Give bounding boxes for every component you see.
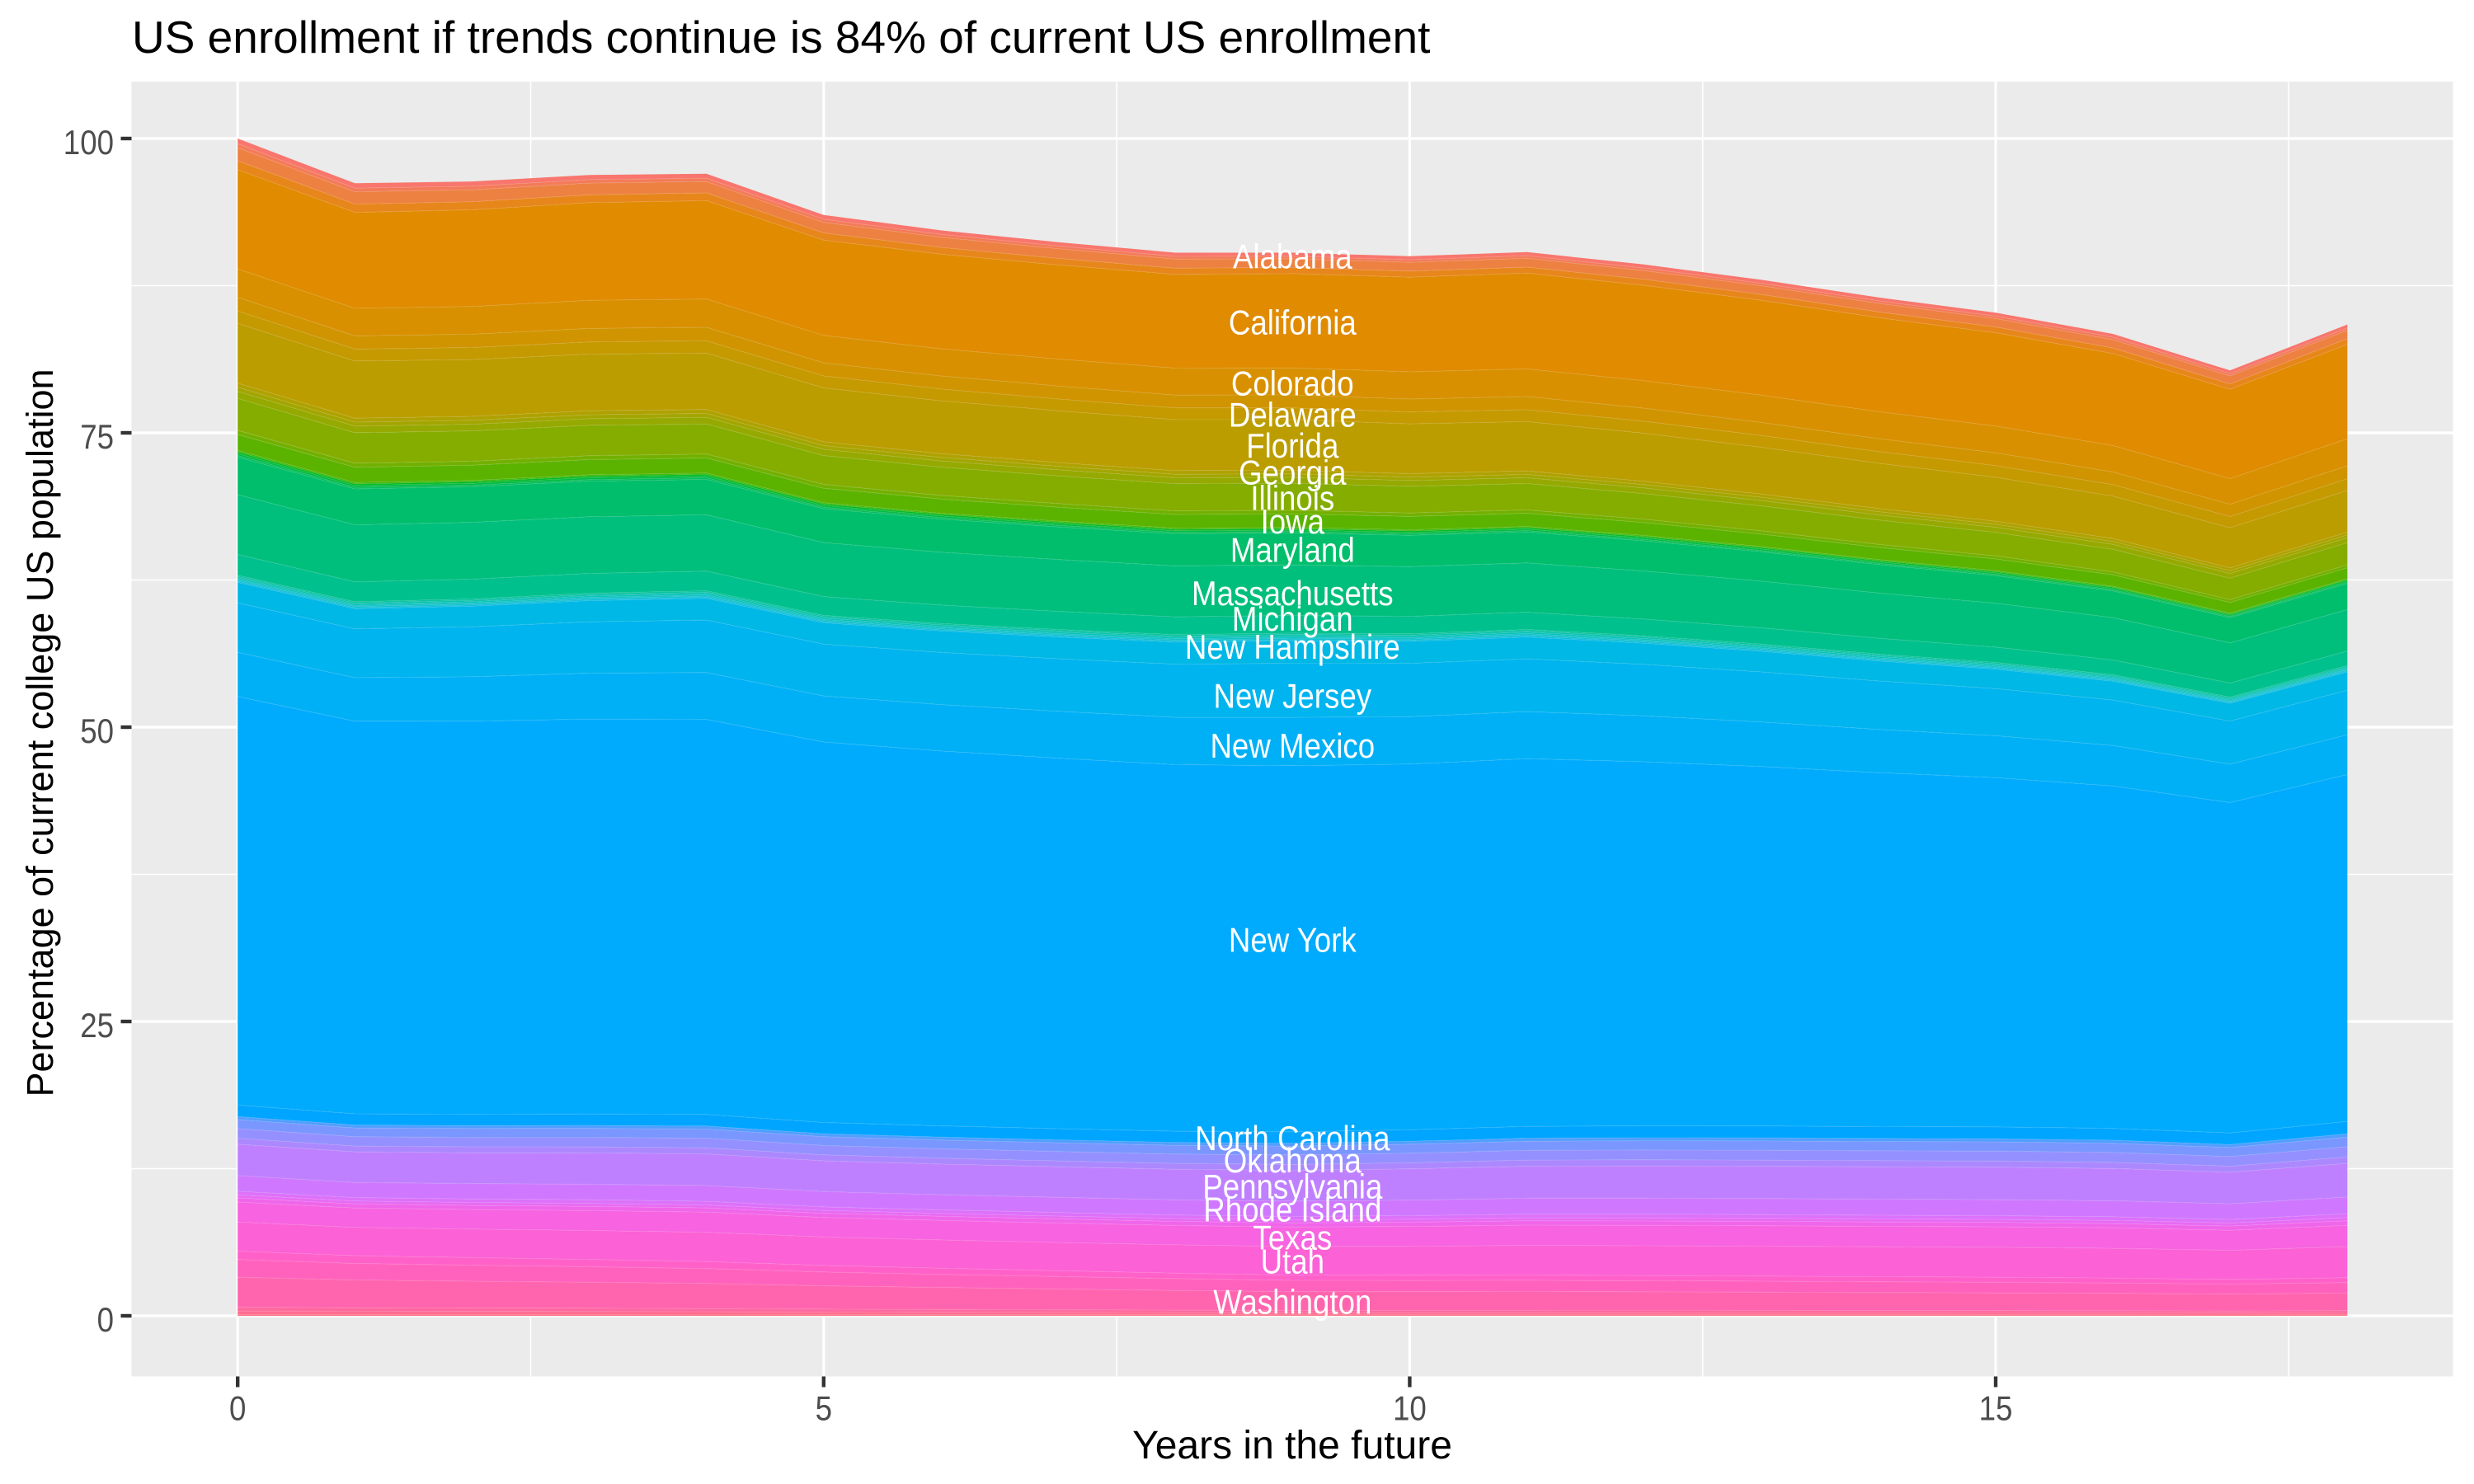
svg-text:Percentage of current college: Percentage of current college US populat…	[19, 369, 61, 1097]
svg-text:0: 0	[97, 1300, 114, 1339]
svg-text:Massachusetts: Massachusetts	[1192, 574, 1394, 613]
svg-text:100: 100	[63, 123, 114, 162]
svg-text:US enrollment if trends contin: US enrollment if trends continue is 84% …	[132, 12, 1430, 63]
svg-text:Texas: Texas	[1253, 1219, 1332, 1257]
svg-text:Iowa: Iowa	[1261, 502, 1325, 541]
svg-text:15: 15	[1979, 1388, 2013, 1427]
svg-text:California: California	[1229, 303, 1357, 341]
svg-text:Illinois: Illinois	[1250, 478, 1334, 517]
svg-text:New Jersey: New Jersey	[1214, 676, 1372, 715]
svg-text:50: 50	[80, 711, 114, 750]
svg-text:Washington: Washington	[1213, 1282, 1371, 1321]
svg-text:New Mexico: New Mexico	[1210, 726, 1375, 765]
svg-text:New York: New York	[1229, 921, 1357, 960]
svg-text:25: 25	[80, 1006, 114, 1045]
svg-text:5: 5	[816, 1388, 832, 1427]
svg-text:Years in the future: Years in the future	[1132, 1424, 1452, 1468]
svg-text:Delaware: Delaware	[1229, 396, 1357, 434]
svg-text:New Hampshire: New Hampshire	[1185, 627, 1400, 666]
svg-text:Rhode Island: Rhode Island	[1203, 1190, 1381, 1229]
svg-text:Florida: Florida	[1246, 426, 1339, 465]
svg-text:0: 0	[229, 1388, 246, 1427]
svg-text:Alabama: Alabama	[1233, 237, 1352, 276]
svg-text:Utah: Utah	[1261, 1242, 1324, 1281]
svg-text:North Carolina: North Carolina	[1195, 1119, 1390, 1158]
svg-text:Colorado: Colorado	[1231, 364, 1354, 402]
svg-text:10: 10	[1393, 1388, 1427, 1427]
svg-text:Maryland: Maryland	[1230, 531, 1355, 570]
svg-text:75: 75	[80, 417, 114, 456]
svg-text:Oklahoma: Oklahoma	[1224, 1141, 1362, 1180]
svg-text:Michigan: Michigan	[1232, 599, 1353, 638]
svg-text:Pennsylvania: Pennsylvania	[1202, 1167, 1383, 1206]
svg-text:Georgia: Georgia	[1239, 453, 1347, 491]
